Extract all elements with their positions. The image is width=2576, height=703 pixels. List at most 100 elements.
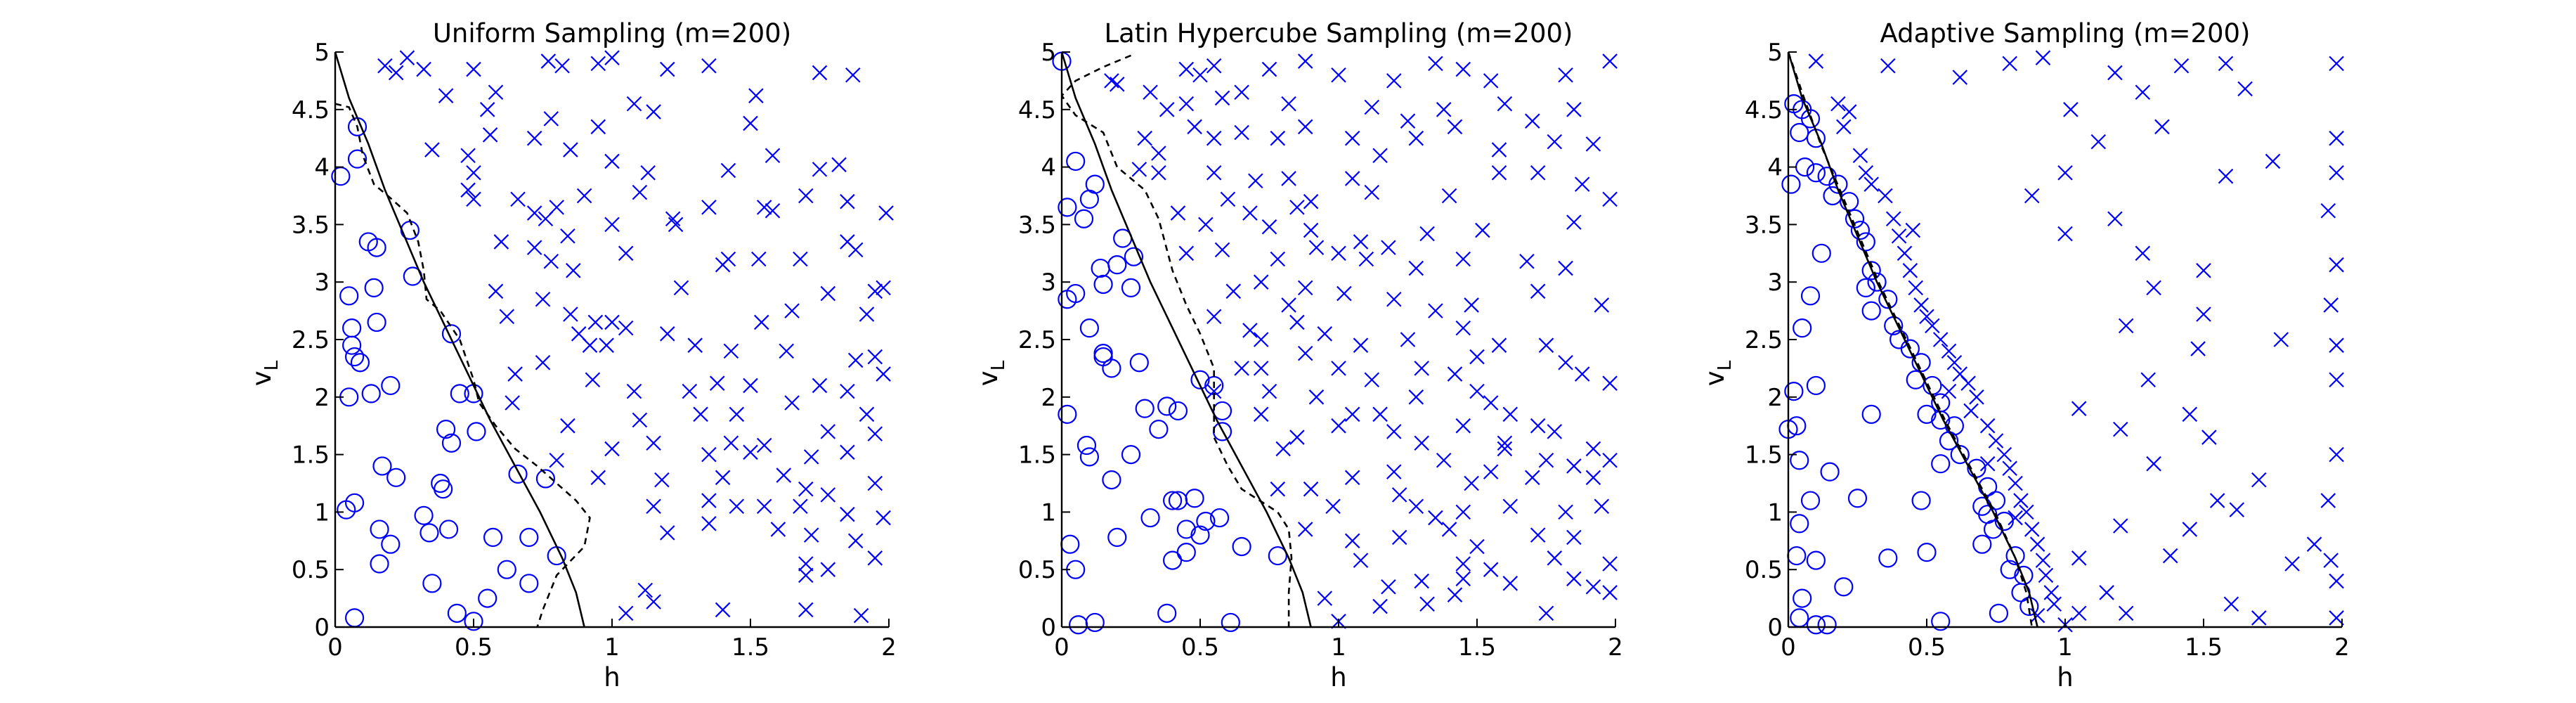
circle-marker [1066, 151, 1086, 172]
cross-marker [779, 343, 794, 359]
cross-marker [701, 58, 717, 74]
x-tick-label: 1.5 [1458, 633, 1496, 662]
cross-marker [2043, 585, 2060, 600]
cross-marker [715, 257, 731, 273]
cross-marker [853, 607, 869, 624]
circle-marker [450, 384, 469, 404]
cross-marker [2218, 168, 2234, 184]
cross-marker [590, 56, 606, 72]
y-tick-label: 3 [1767, 269, 1783, 297]
cross-marker [660, 61, 675, 77]
cross-marker [798, 602, 814, 618]
x-tick-label: 0 [1054, 633, 1069, 662]
cross-marker [2196, 263, 2211, 278]
x-tick-label: 0 [327, 633, 343, 662]
circle-marker [1806, 550, 1826, 570]
cross-marker [1905, 222, 1921, 238]
cross-marker [1941, 343, 1957, 359]
cross-marker [388, 65, 404, 81]
x-axis-label: h [1330, 662, 1346, 692]
y-tick-label: 4.5 [1745, 96, 1783, 124]
cross-marker [646, 104, 661, 120]
solid-boundary-curve [1062, 52, 1312, 627]
cross-marker [1525, 470, 1540, 486]
cross-marker [1143, 84, 1158, 101]
cross-marker [2265, 153, 2281, 169]
cross-marker [1297, 522, 1313, 537]
y-tick-label: 1.5 [292, 441, 330, 470]
cross-marker [765, 148, 781, 164]
cross-marker [1372, 598, 1388, 614]
cross-marker [840, 193, 855, 209]
cross-marker [756, 498, 772, 514]
cross-marker [1558, 260, 1573, 276]
cross-marker [1436, 102, 1452, 117]
circle-marker [1793, 588, 1812, 608]
cross-marker [2306, 536, 2322, 552]
cross-marker [784, 303, 800, 318]
y-tick-label: 3 [314, 269, 330, 297]
cross-marker [499, 309, 515, 325]
cross-marker [1594, 498, 1610, 514]
cross-marker [543, 253, 559, 269]
cross-marker [1275, 441, 1291, 457]
x-tick-label: 1 [1331, 633, 1346, 662]
cross-marker [1566, 571, 1582, 587]
y-tick-label: 2 [1041, 384, 1056, 412]
y-tick-label: 0.5 [292, 556, 330, 584]
cross-marker [1206, 165, 1222, 181]
cross-marker [599, 337, 614, 353]
circle-marker [342, 335, 362, 355]
cross-marker [1331, 67, 1346, 83]
cross-marker [1897, 245, 1913, 262]
chart-panel-3: 0 0.5 1 1.5 2 0 0.5 1 1.5 2 2.5 3 3.5 4 4.5 5 Adaptive S… [1700, 18, 2350, 692]
y-tick-label: 2 [1767, 384, 1783, 412]
y-tick-label: 1 [314, 498, 330, 527]
cross-marker [1400, 332, 1416, 347]
cross-marker [1979, 418, 1996, 434]
circle-marker [1793, 318, 1812, 338]
circle-marker [1867, 272, 1887, 292]
circle-marker [1121, 444, 1141, 465]
cross-marker [798, 567, 814, 583]
cross-marker [604, 314, 620, 330]
cross-marker [1447, 366, 1463, 382]
cross-marker [1475, 222, 1490, 238]
cross-marker [1585, 441, 1601, 457]
circle-marker [1861, 301, 1881, 321]
cross-marker [1261, 219, 1277, 235]
circle-marker [337, 500, 356, 520]
cross-marker [585, 372, 601, 388]
cross-marker [2071, 401, 2087, 416]
cross-marker [1455, 320, 1471, 336]
circle-marker [339, 286, 359, 306]
cross-marker [2320, 493, 2336, 508]
cross-marker [632, 184, 648, 200]
cross-marker [820, 487, 836, 503]
cross-marker [535, 291, 551, 307]
circle-marker [1811, 243, 1831, 263]
cross-marker [723, 435, 739, 451]
circle-marker [535, 469, 556, 489]
cross-marker [1408, 260, 1424, 276]
cross-marker [2182, 522, 2198, 537]
circle-marker [1972, 534, 1992, 554]
circle-marker [1085, 612, 1105, 633]
x-tick-label: 2 [2334, 633, 2350, 662]
cross-marker [1242, 205, 1258, 221]
cross-marker [1428, 510, 1443, 526]
cross-marker [1469, 538, 1485, 555]
cross-marker [2013, 493, 2029, 508]
cross-marker [438, 88, 454, 103]
cross-marker [1880, 58, 1896, 74]
cross-marker [765, 202, 781, 219]
cross-marker [1372, 148, 1388, 164]
circle-marker [361, 384, 381, 404]
cross-marker [2118, 605, 2134, 621]
y-tick-label: 1.5 [1018, 441, 1056, 470]
x-tick-label: 0.5 [1908, 633, 1946, 662]
cross-marker [1331, 361, 1346, 376]
cross-marker [1386, 464, 1402, 479]
cross-marker [590, 119, 606, 135]
cross-marker [1297, 280, 1313, 296]
